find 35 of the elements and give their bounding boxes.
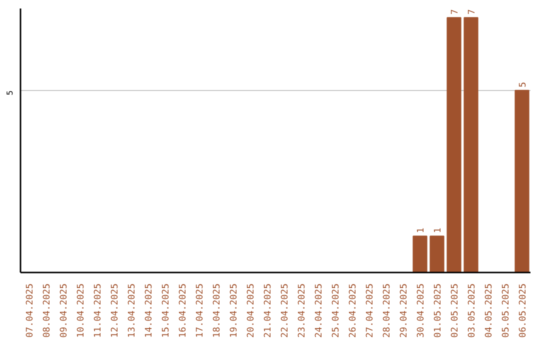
x-tick-label: 23.04.2025 bbox=[298, 283, 308, 338]
x-tick-label: 22.04.2025 bbox=[280, 283, 290, 338]
x-tick-label: 20.04.2025 bbox=[246, 283, 256, 338]
x-tick-label: 30.04.2025 bbox=[416, 283, 426, 338]
x-tick-label: 24.04.2025 bbox=[314, 283, 324, 338]
x-tick-label: 25.04.2025 bbox=[332, 283, 342, 338]
x-tick-label: 27.04.2025 bbox=[366, 283, 376, 338]
x-tick-label: 21.04.2025 bbox=[264, 283, 274, 338]
x-tick-label: 02.05.2025 bbox=[450, 283, 460, 338]
x-tick-label: 01.05.2025 bbox=[434, 283, 444, 338]
data-label: 1 bbox=[416, 228, 426, 234]
x-tick-label: 11.04.2025 bbox=[94, 283, 104, 338]
data-label: 1 bbox=[434, 228, 444, 234]
x-tick-label: 06.05.2025 bbox=[518, 283, 528, 338]
x-tick-label: 28.04.2025 bbox=[382, 283, 392, 338]
x-tick-label: 04.05.2025 bbox=[484, 283, 494, 338]
x-tick-label: 07.04.2025 bbox=[26, 283, 36, 338]
x-tick-label: 08.04.2025 bbox=[42, 283, 52, 338]
x-tick-label: 03.05.2025 bbox=[468, 283, 478, 338]
x-tick-label: 09.04.2025 bbox=[60, 283, 70, 338]
data-label: 7 bbox=[468, 9, 478, 15]
x-tick-label: 16.04.2025 bbox=[178, 283, 188, 338]
x-tick-label: 12.04.2025 bbox=[110, 283, 120, 338]
x-tick-label: 18.04.2025 bbox=[212, 283, 222, 338]
x-tick-label: 29.04.2025 bbox=[400, 283, 410, 338]
x-tick-label: 05.05.2025 bbox=[502, 283, 512, 338]
x-tick-label: 17.04.2025 bbox=[196, 283, 206, 338]
x-tick-label: 14.04.2025 bbox=[144, 283, 154, 338]
x-tick-label: 19.04.2025 bbox=[230, 283, 240, 338]
data-label: 5 bbox=[518, 82, 528, 88]
x-tick-label: 15.04.2025 bbox=[162, 283, 172, 338]
data-label: 7 bbox=[450, 9, 460, 15]
x-tick-label: 26.04.2025 bbox=[348, 283, 358, 338]
x-tick-label: 13.04.2025 bbox=[128, 283, 138, 338]
x-tick-label: 10.04.2025 bbox=[76, 283, 86, 338]
